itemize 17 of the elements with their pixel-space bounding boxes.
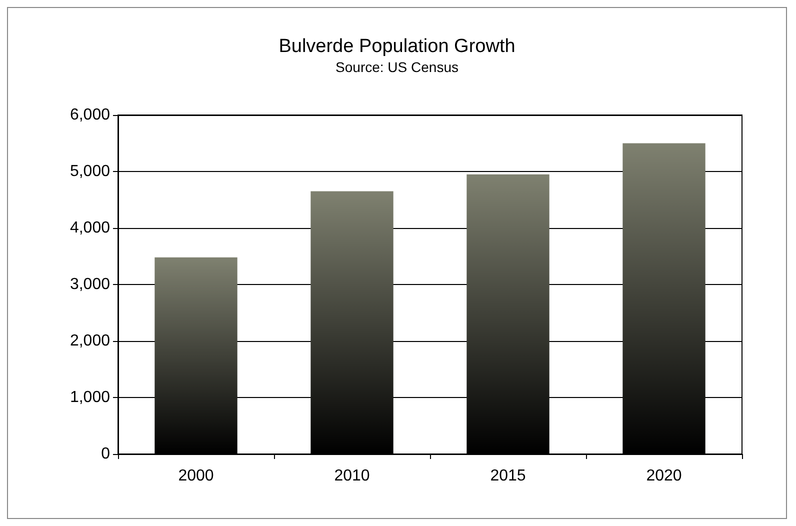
- y-tick-label: 0: [101, 446, 110, 462]
- y-tick-label: 5,000: [70, 163, 110, 180]
- chart-title: Bulverde Population Growth: [278, 36, 516, 57]
- y-tick-label: 2,000: [70, 332, 110, 350]
- bar: [622, 143, 706, 454]
- x-tick-label: 2015: [490, 468, 526, 484]
- x-tick-label: 2020: [646, 468, 682, 484]
- y-tick-label: 4,000: [70, 220, 110, 236]
- x-tick-label: 2000: [178, 468, 214, 484]
- x-tick-label: 2010: [334, 468, 370, 484]
- y-tick-label: 6,000: [70, 106, 110, 124]
- y-tick-label: 3,000: [70, 276, 110, 293]
- chart-subtitle: Source: US Census: [336, 59, 458, 75]
- y-tick-label: 1,000: [70, 389, 110, 406]
- bar: [466, 174, 550, 454]
- bar: [310, 191, 394, 454]
- bar: [154, 257, 238, 454]
